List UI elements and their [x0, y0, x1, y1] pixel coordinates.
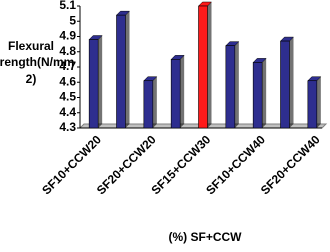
- bar-side: [180, 55, 185, 128]
- bar: [170, 59, 181, 129]
- y-tick-label: 4.7: [59, 59, 76, 73]
- y-axis-label: Flexural: [8, 39, 54, 53]
- y-tick-label: 5: [69, 13, 76, 27]
- y-tick-label: 4.4: [59, 105, 76, 119]
- bar: [198, 5, 208, 129]
- bar: [116, 14, 126, 129]
- bar-side: [152, 76, 157, 128]
- y-axis-label: Strength(N/mm: [0, 55, 74, 69]
- y-tick-label: 4.8: [59, 44, 76, 58]
- bar-side: [316, 76, 321, 128]
- bar: [88, 39, 99, 129]
- bar: [143, 80, 154, 129]
- y-tick-label: 4.5: [59, 90, 76, 104]
- bar: [252, 62, 263, 129]
- y-axis-label: 2): [26, 72, 37, 86]
- x-axis-label: (%) SF+CCW: [169, 230, 243, 244]
- bar: [225, 45, 236, 129]
- y-tick-label: 5.1: [59, 0, 76, 12]
- bar-side: [262, 58, 267, 128]
- bar-side: [289, 37, 294, 129]
- bar-side: [125, 11, 130, 128]
- y-tick-label: 4.3: [59, 120, 76, 134]
- y-tick-label: 4.6: [59, 74, 76, 88]
- bar: [307, 80, 318, 129]
- bar-side: [207, 2, 212, 128]
- bar: [280, 40, 290, 129]
- bar-side: [98, 35, 103, 128]
- bar-side: [234, 41, 239, 128]
- y-tick-label: 4.9: [59, 29, 76, 43]
